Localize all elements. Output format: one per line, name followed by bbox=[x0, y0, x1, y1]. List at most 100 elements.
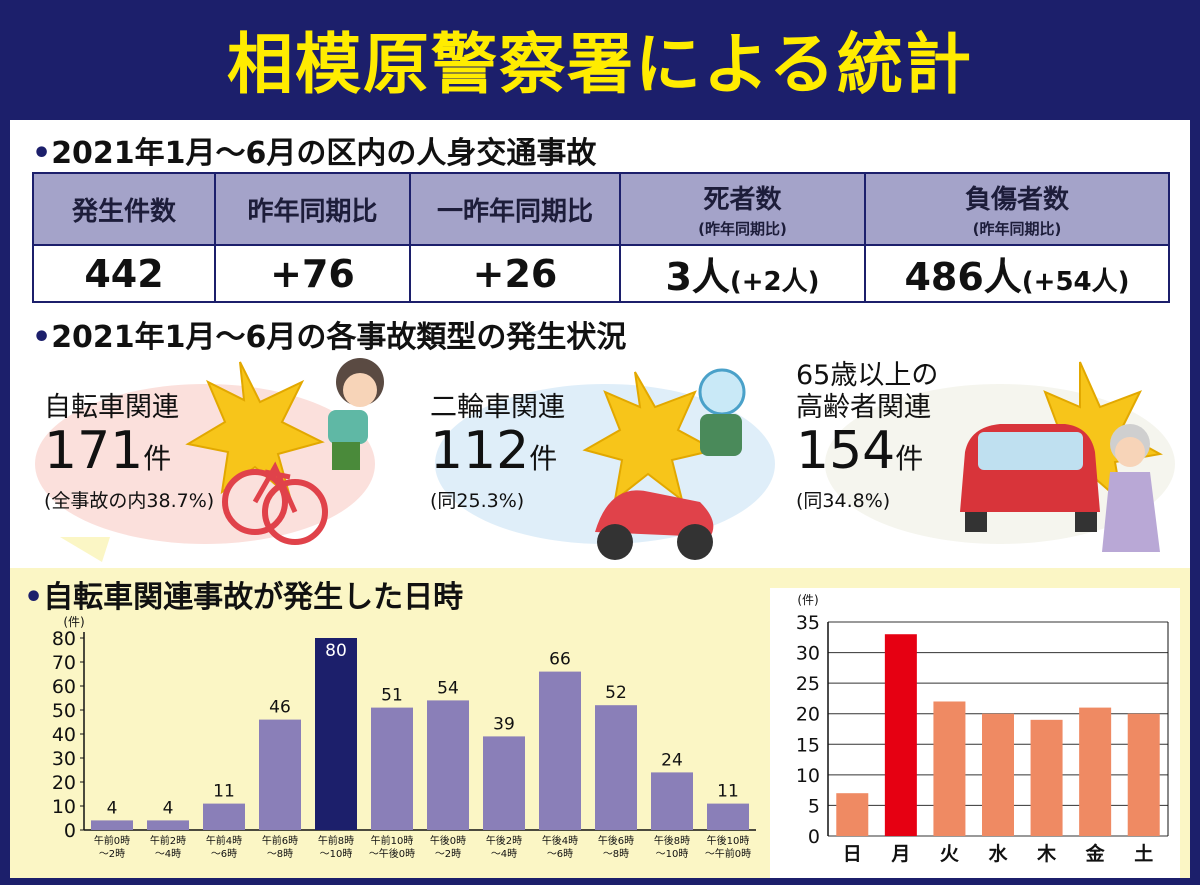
accident-elderly-label2: 高齢者関連 bbox=[796, 392, 931, 423]
weekday-bar bbox=[1030, 719, 1063, 836]
elderly-car-icon bbox=[960, 361, 1163, 552]
weekday-y-tick-label: 10 bbox=[796, 765, 820, 787]
header-injuries: 負傷者数 (昨年同期比) bbox=[864, 172, 1170, 246]
hourly-bar-value-label: 54 bbox=[437, 678, 459, 698]
weekday-x-tick-label: 火 bbox=[940, 843, 960, 865]
header-deaths: 死者数 (昨年同期比) bbox=[619, 172, 866, 246]
stats-value-row: 442 +76 +26 3人(+2人) 486人(+54人) bbox=[32, 244, 1170, 303]
hourly-bar-value-label: 39 bbox=[493, 714, 515, 734]
accident-motorcycle-count: 112件 bbox=[430, 421, 558, 481]
hourly-bar-value-label: 11 bbox=[717, 782, 739, 802]
weekday-bar bbox=[982, 713, 1014, 836]
bullet-icon: • bbox=[32, 136, 52, 171]
hourly-bar-value-label: 46 bbox=[269, 698, 291, 718]
hourly-x-tick-label: 午前4時 bbox=[206, 834, 242, 847]
header-vs-two-years: 一昨年同期比 bbox=[409, 172, 621, 246]
types-section-title-text: 2021年1月〜6月の各事故類型の発生状況 bbox=[51, 320, 627, 355]
page-title: 相模原警察署による統計 bbox=[226, 26, 974, 103]
weekday-chart-bg bbox=[770, 588, 1180, 878]
hourly-bar bbox=[651, 772, 693, 830]
weekday-y-unit-label: (件) bbox=[797, 593, 818, 607]
hourly-bar-value-label: 52 bbox=[605, 683, 627, 703]
hourly-bar-value-label: 4 bbox=[163, 798, 174, 818]
hourly-x-tick-label: 午前6時 bbox=[262, 834, 298, 847]
hourly-bar bbox=[259, 719, 301, 830]
hourly-bar-value-label: 51 bbox=[381, 686, 403, 706]
hourly-x-tick-label: 午後6時 bbox=[598, 834, 634, 847]
weekday-x-tick-label: 木 bbox=[1036, 842, 1057, 865]
hourly-bar bbox=[203, 803, 245, 830]
bullet-icon: • bbox=[32, 320, 52, 355]
table-section-title-text: 2021年1月〜6月の区内の人身交通事故 bbox=[51, 136, 597, 171]
weekday-y-tick-label: 15 bbox=[796, 734, 820, 756]
bicycle-time-panel: •自転車関連事故が発生した日時 (件) 0 10 20 30 40 50 60 70 80 4 午前0… bbox=[10, 568, 1190, 878]
hourly-bar-value-label: 66 bbox=[549, 650, 571, 670]
types-section-title: •2021年1月〜6月の各事故類型の発生状況 bbox=[32, 312, 626, 356]
hourly-bar bbox=[427, 700, 469, 830]
hourly-bar bbox=[147, 820, 189, 830]
value-occurrences: 442 bbox=[32, 244, 216, 303]
weekday-y-tick-label: 0 bbox=[808, 826, 820, 848]
hourly-x-tick-label: 午後10時 bbox=[707, 834, 750, 847]
hourly-y-tick-label: 0 bbox=[64, 820, 76, 842]
hourly-x-tick-label-2: 〜4時 bbox=[155, 848, 181, 860]
hourly-x-tick-label-2: 〜10時 bbox=[656, 848, 689, 860]
bicycle-callout-tail bbox=[60, 537, 110, 562]
hourly-x-tick-label-2: 〜10時 bbox=[320, 848, 353, 860]
hourly-bar-value-label: 11 bbox=[213, 782, 235, 802]
value-deaths: 3人(+2人) bbox=[619, 244, 866, 303]
hourly-x-tick-label: 午後4時 bbox=[542, 834, 578, 847]
hourly-y-tick-label: 10 bbox=[52, 796, 76, 818]
table-section-title: •2021年1月〜6月の区内の人身交通事故 bbox=[32, 128, 596, 172]
hourly-x-tick-label-2: 〜2時 bbox=[435, 848, 461, 860]
hourly-bar bbox=[91, 820, 133, 830]
bullet-icon: • bbox=[24, 580, 44, 615]
hourly-x-tick-label: 午後8時 bbox=[654, 834, 690, 847]
weekday-bar bbox=[836, 793, 869, 836]
content-panel: •2021年1月〜6月の区内の人身交通事故 発生件数 昨年同期比 一昨年同期比 … bbox=[10, 120, 1190, 878]
hourly-bar bbox=[595, 705, 637, 830]
accident-bicycle-label: 自転車関連 bbox=[44, 392, 179, 423]
hourly-y-tick-label: 70 bbox=[52, 652, 76, 674]
hourly-bar-chart: (件)010203040506070804午前0時〜2時4午前2時〜4時11午前… bbox=[52, 615, 756, 860]
hourly-x-tick-label: 午後0時 bbox=[430, 834, 466, 847]
hourly-bar bbox=[707, 803, 749, 830]
accident-bicycle: 自転車関連 171件 (全事故の内38.7%) bbox=[44, 392, 214, 513]
weekday-y-tick-label: 25 bbox=[796, 673, 820, 695]
accident-motorcycle-label: 二輪車関連 bbox=[430, 392, 565, 423]
accident-elderly-label: 65歳以上の bbox=[796, 360, 939, 391]
stats-table: 発生件数 昨年同期比 一昨年同期比 死者数 (昨年同期比) 負傷者数 (昨年同期比)… bbox=[32, 172, 1170, 303]
hourly-bar bbox=[371, 707, 413, 830]
accident-elderly-pct: (同34.8%) bbox=[796, 490, 891, 512]
value-vs-two-years: +26 bbox=[409, 244, 621, 303]
hourly-x-tick-label-2: 〜4時 bbox=[491, 848, 517, 860]
hourly-bar-value-label: 24 bbox=[661, 750, 683, 770]
weekday-x-tick-label: 土 bbox=[1134, 843, 1153, 865]
weekday-bar bbox=[933, 701, 966, 836]
weekday-bar bbox=[1127, 713, 1160, 836]
weekday-bar bbox=[884, 634, 917, 836]
accident-illustrations bbox=[35, 358, 1175, 562]
weekday-bar-chart: (件) 0 5 10 15 20 25 30 35 日 月 火 水 木 金 土 bbox=[770, 588, 1180, 878]
hourly-x-tick-label-2: 〜6時 bbox=[211, 848, 237, 860]
hourly-bar-value-label: 4 bbox=[107, 798, 118, 818]
hourly-x-tick-label: 午前8時 bbox=[318, 834, 354, 847]
weekday-x-tick-label: 日 bbox=[843, 843, 862, 865]
weekday-y-tick-label: 30 bbox=[796, 643, 820, 665]
hourly-bar bbox=[315, 638, 357, 830]
hourly-y-tick-label: 60 bbox=[52, 676, 76, 698]
hourly-y-unit-label: (件) bbox=[63, 615, 84, 629]
hourly-y-tick-label: 50 bbox=[52, 700, 76, 722]
accident-bicycle-count: 171件 bbox=[44, 421, 172, 481]
hourly-bar bbox=[483, 736, 525, 830]
bicycle-crash-icon bbox=[185, 358, 384, 545]
header-vs-last-year: 昨年同期比 bbox=[214, 172, 411, 246]
weekday-bar bbox=[1079, 707, 1112, 836]
accident-elderly-count: 154件 bbox=[796, 421, 924, 481]
accident-motorcycle-pct: (同25.3%) bbox=[430, 490, 525, 512]
hourly-bar bbox=[539, 671, 581, 830]
hourly-x-tick-label: 午前2時 bbox=[150, 834, 186, 847]
weekday-x-tick-label: 水 bbox=[988, 843, 1008, 865]
hourly-x-tick-label-2: 〜6時 bbox=[547, 848, 573, 860]
hourly-x-tick-label-2: 〜8時 bbox=[603, 848, 629, 860]
